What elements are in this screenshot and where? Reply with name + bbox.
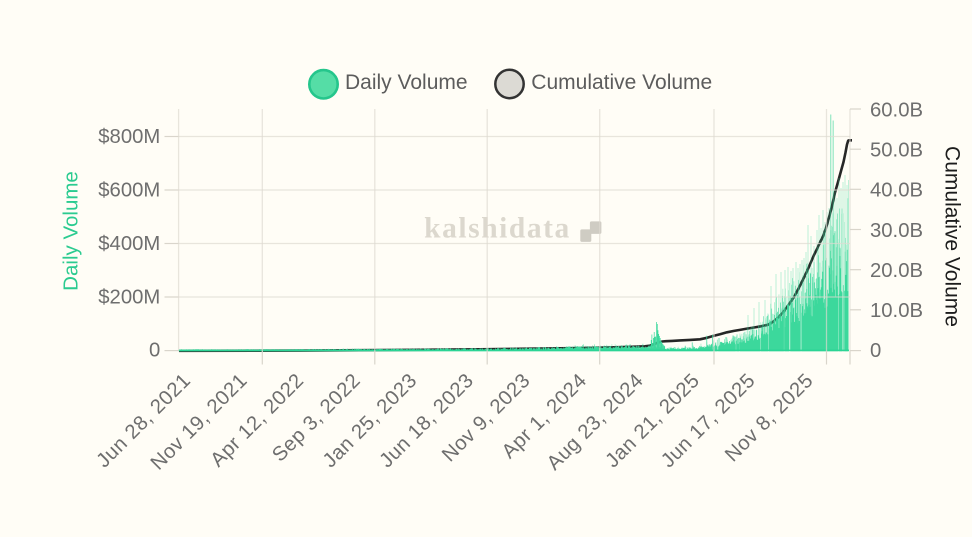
svg-text:$200M: $200M [98, 287, 160, 309]
svg-text:10.0B: 10.0B [870, 300, 923, 322]
svg-text:$400M: $400M [98, 233, 160, 255]
svg-text:50.0B: 50.0B [870, 140, 923, 162]
svg-text:0: 0 [149, 340, 160, 362]
svg-text:Cumulative Volume: Cumulative Volume [531, 71, 712, 94]
svg-text:40.0B: 40.0B [870, 180, 923, 202]
svg-text:$800M: $800M [98, 126, 160, 148]
svg-text:0: 0 [870, 340, 881, 362]
svg-text:kalshidata: kalshidata [424, 213, 571, 245]
svg-text:60.0B: 60.0B [870, 99, 923, 121]
svg-text:Daily Volume: Daily Volume [60, 171, 83, 291]
svg-text:30.0B: 30.0B [870, 220, 923, 242]
svg-text:Daily Volume: Daily Volume [345, 71, 468, 94]
svg-text:Cumulative Volume: Cumulative Volume [940, 146, 963, 327]
svg-text:20.0B: 20.0B [870, 260, 923, 282]
svg-text:$600M: $600M [98, 180, 160, 202]
